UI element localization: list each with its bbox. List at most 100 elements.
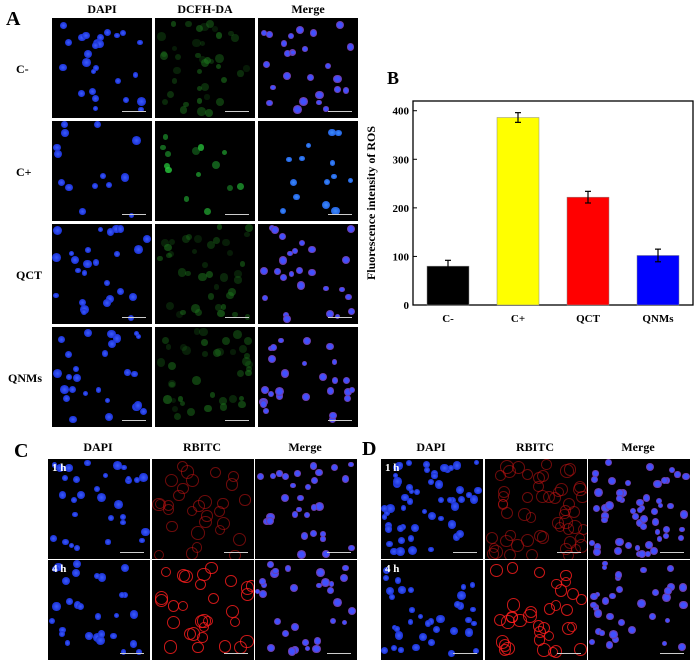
cell-mark bbox=[53, 143, 62, 152]
cell-mark bbox=[681, 472, 690, 481]
cell-mark bbox=[61, 576, 70, 585]
cell-mark bbox=[82, 32, 90, 40]
cell-mark bbox=[497, 499, 509, 510]
cell-mark bbox=[605, 641, 613, 649]
cell-mark bbox=[323, 106, 329, 112]
cell-mark bbox=[85, 247, 91, 253]
cell-mark bbox=[655, 498, 662, 505]
cell-mark bbox=[534, 530, 547, 543]
cell-mark bbox=[131, 370, 138, 377]
cell-mark bbox=[182, 345, 191, 355]
cell-mark bbox=[234, 276, 242, 284]
cell-mark bbox=[226, 184, 234, 192]
cell-mark bbox=[215, 32, 223, 40]
cell-mark bbox=[321, 200, 331, 210]
cell-mark bbox=[469, 495, 478, 504]
cell-mark bbox=[225, 477, 239, 491]
cell-mark bbox=[238, 396, 244, 402]
cell-mark bbox=[166, 615, 181, 629]
cell-mark bbox=[160, 566, 171, 578]
cell-mark bbox=[560, 576, 571, 587]
scale-bar bbox=[224, 552, 248, 553]
cell-mark bbox=[664, 617, 670, 623]
cell-mark bbox=[291, 511, 299, 518]
cell-mark bbox=[165, 344, 172, 350]
cell-mark bbox=[199, 41, 205, 47]
cell-mark bbox=[186, 627, 201, 641]
cell-mark bbox=[658, 502, 664, 508]
cell-mark bbox=[262, 408, 269, 414]
cell-mark bbox=[336, 20, 345, 29]
cell-mark bbox=[280, 493, 290, 503]
cell-mark bbox=[112, 224, 121, 234]
cell-mark bbox=[302, 360, 308, 366]
cell-mark bbox=[196, 68, 203, 75]
cell-mark bbox=[486, 531, 499, 544]
plot-frame bbox=[412, 100, 694, 306]
cell-mark bbox=[53, 226, 63, 236]
cell-mark bbox=[394, 630, 404, 640]
cell-mark bbox=[191, 304, 201, 314]
cell-mark bbox=[391, 625, 397, 631]
cell-mark bbox=[526, 548, 539, 559]
cell-mark bbox=[271, 226, 279, 234]
cell-mark bbox=[304, 483, 312, 490]
cell-mark bbox=[285, 156, 292, 163]
cell-mark bbox=[195, 24, 204, 33]
cell-mark bbox=[237, 70, 244, 77]
cell-mark bbox=[59, 626, 66, 634]
cell-mark bbox=[266, 560, 274, 568]
cell-mark bbox=[194, 578, 206, 590]
cell-mark bbox=[382, 575, 389, 582]
cell-mark bbox=[287, 250, 293, 257]
cell-mark bbox=[197, 144, 205, 151]
cell-mark bbox=[315, 468, 323, 477]
cell-mark bbox=[295, 267, 303, 275]
cell-mark bbox=[191, 525, 205, 540]
cell-mark bbox=[172, 45, 178, 52]
cell-mark bbox=[132, 136, 142, 146]
cell-mark bbox=[165, 151, 171, 157]
cell-mark bbox=[266, 517, 275, 525]
y-axis-label: Fluorescence intensity of ROS bbox=[364, 126, 378, 280]
cell-mark bbox=[157, 32, 166, 41]
micrograph-a bbox=[258, 121, 358, 221]
cell-mark bbox=[506, 611, 518, 624]
cell-mark bbox=[159, 51, 169, 61]
cell-mark bbox=[61, 129, 69, 137]
cell-mark bbox=[460, 584, 467, 591]
cell-mark bbox=[662, 526, 670, 534]
cell-mark bbox=[133, 401, 143, 410]
cell-mark bbox=[342, 256, 351, 265]
cell-mark bbox=[283, 71, 292, 80]
cell-mark bbox=[219, 273, 229, 282]
cell-mark bbox=[677, 642, 686, 651]
cell-mark bbox=[97, 630, 106, 639]
cell-mark bbox=[679, 510, 689, 519]
cell-mark bbox=[602, 564, 608, 570]
cell-mark bbox=[447, 496, 454, 503]
cell-mark bbox=[280, 274, 288, 281]
cell-mark bbox=[305, 142, 312, 149]
cell-mark bbox=[173, 489, 185, 502]
cell-mark bbox=[634, 545, 641, 551]
cell-mark bbox=[143, 234, 152, 243]
cell-mark bbox=[78, 89, 85, 97]
cell-mark bbox=[52, 566, 59, 573]
cell-mark bbox=[73, 373, 82, 382]
cell-mark bbox=[225, 574, 238, 587]
cell-mark bbox=[592, 470, 599, 477]
cell-mark bbox=[198, 494, 213, 509]
cell-mark bbox=[576, 490, 587, 504]
cell-mark bbox=[170, 21, 177, 28]
cell-mark bbox=[103, 298, 112, 307]
cell-mark bbox=[107, 329, 116, 338]
cell-mark bbox=[609, 630, 618, 639]
y-tick-label: 0 bbox=[404, 300, 410, 312]
cell-mark bbox=[549, 645, 563, 658]
cell-mark bbox=[590, 475, 599, 484]
cell-mark bbox=[339, 286, 345, 292]
cell-mark bbox=[108, 514, 115, 521]
cell-mark bbox=[105, 181, 112, 188]
cell-mark bbox=[384, 509, 390, 516]
